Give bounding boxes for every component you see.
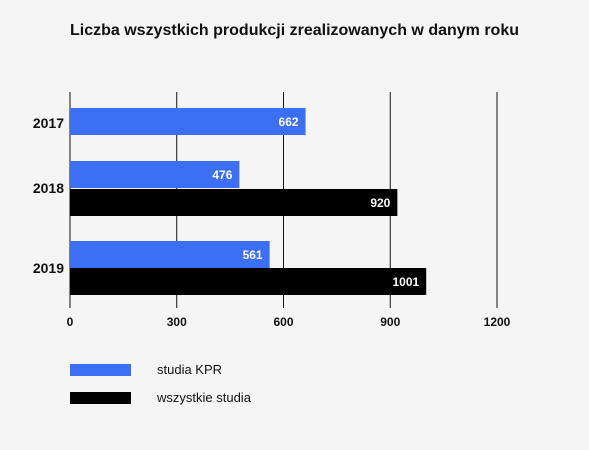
y-category-label: 2018 [33,180,64,196]
legend-label-studia-kpr: studia KPR [157,362,223,377]
y-category-label: 2017 [33,115,64,131]
x-tick-label: 600 [273,315,293,329]
legend-item-wszystkie-studia: wszystkie studia [70,390,370,405]
legend-swatch-studia-kpr [70,364,131,376]
bar-wszystkie-studia [70,189,398,216]
legend-label-wszystkie-studia: wszystkie studia [157,390,251,405]
data-label-studia-kpr: 476 [212,168,232,182]
chart-title: Liczba wszystkich produkcji zrealizowany… [69,22,519,39]
data-label-wszystkie-studia: 920 [370,196,390,210]
bar-studia-kpr [70,161,240,188]
bar-wszystkie-studia [70,268,427,295]
x-tick-label: 0 [67,315,74,329]
x-tick-label: 900 [380,315,400,329]
y-category-label: 2019 [33,260,64,276]
data-label-studia-kpr: 662 [279,115,299,129]
data-label-wszystkie-studia: 1001 [392,275,419,289]
legend-swatch-wszystkie-studia [70,392,131,404]
x-tick-label: 300 [167,315,187,329]
x-tick-label: 1200 [484,315,511,329]
bar-studia-kpr [70,108,306,135]
bar-studia-kpr [70,241,270,268]
legend-item-studia-kpr: studia KPR [70,362,370,377]
data-label-studia-kpr: 561 [243,248,263,262]
